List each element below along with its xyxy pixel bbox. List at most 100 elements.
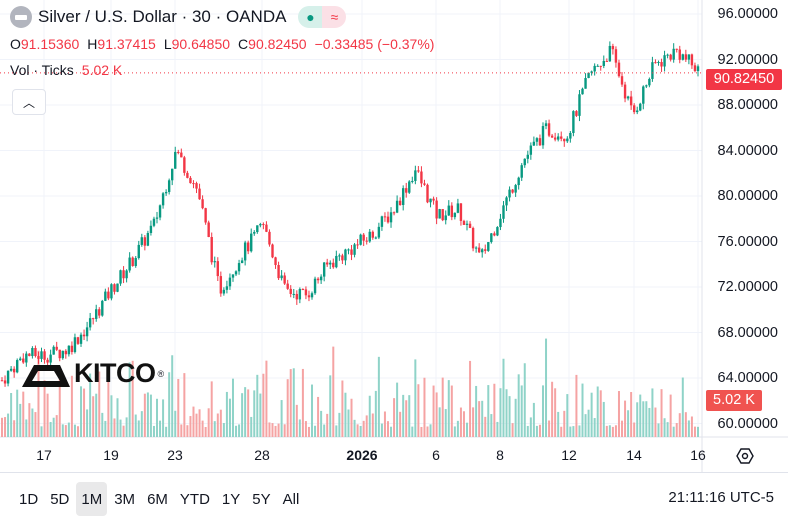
candle-body <box>493 233 496 236</box>
volume-bar <box>593 418 596 437</box>
candle-body <box>620 76 624 85</box>
volume-bar <box>113 418 116 437</box>
volume-bar <box>414 359 417 437</box>
volume-legend: Vol · Ticks 5.02 K <box>10 62 122 78</box>
candle-body <box>210 236 213 263</box>
volume-value: 5.02 K <box>81 62 123 78</box>
range-1y-button[interactable]: 1Y <box>217 482 245 516</box>
volume-bar <box>286 379 289 437</box>
candle-body <box>186 172 189 178</box>
candle-body <box>280 275 283 279</box>
status-pill[interactable]: ● ≈ <box>298 6 347 28</box>
candle-body <box>639 103 642 111</box>
candle-body <box>666 54 669 56</box>
volume-bar <box>678 413 681 437</box>
candle-body <box>152 218 156 226</box>
range-1d-button[interactable]: 1D <box>14 482 43 516</box>
price-chart[interactable] <box>0 0 788 472</box>
candle-body <box>593 65 596 72</box>
volume-bar <box>517 374 520 437</box>
volume-bar <box>408 395 411 437</box>
candle-body <box>648 78 651 86</box>
range-1m-button[interactable]: 1M <box>76 482 108 516</box>
candle-body <box>468 223 472 228</box>
range-ytd-button[interactable]: YTD <box>175 482 215 516</box>
candle-body <box>581 88 584 95</box>
last-volume-tag: 5.02 K <box>706 390 762 411</box>
time-axis-label: 2026 <box>346 447 378 463</box>
volume-bar <box>256 374 259 437</box>
volume-bar <box>538 424 541 437</box>
candle-body <box>614 49 618 63</box>
candle-body <box>626 96 630 99</box>
volume-bar <box>532 402 535 437</box>
volume-bar <box>277 423 280 437</box>
collapse-legend-button[interactable]: ︿ <box>12 89 46 115</box>
candle-body <box>365 240 368 242</box>
volume-bar <box>481 400 484 437</box>
volume-bar <box>560 426 563 437</box>
volume-bar <box>399 411 402 437</box>
volume-bar <box>386 421 389 437</box>
symbol-legend[interactable]: Silver / U.S. Dollar · 30 · OANDA ● ≈ <box>10 6 347 28</box>
candle-body <box>490 233 493 243</box>
candle-body <box>356 244 359 246</box>
volume-bar <box>213 421 216 437</box>
candle-body <box>79 334 83 344</box>
volume-bar <box>122 425 125 437</box>
range-5d-button[interactable]: 5D <box>45 482 74 516</box>
candle-body <box>353 244 356 255</box>
candle-body <box>28 353 31 357</box>
candle-body <box>423 183 426 185</box>
volume-bar <box>259 393 262 437</box>
range-5y-button[interactable]: 5Y <box>247 482 275 516</box>
candle-body <box>155 217 159 219</box>
candle-body <box>541 126 545 146</box>
volume-bar <box>666 422 669 437</box>
candle-body <box>259 224 262 226</box>
candle-body <box>195 183 198 189</box>
volume-bar <box>332 346 335 437</box>
volume-bar <box>642 401 645 437</box>
candle-body <box>204 208 207 223</box>
volume-bar <box>338 412 341 437</box>
range-all-button[interactable]: All <box>278 482 305 516</box>
volume-bar <box>356 424 359 437</box>
time-axis-label: 6 <box>432 447 440 463</box>
candle-body <box>526 154 529 159</box>
candle-body <box>61 350 64 359</box>
settings-icon[interactable] <box>735 446 755 466</box>
candle-body <box>651 62 654 79</box>
candle-body <box>487 242 490 251</box>
candle-body <box>660 62 663 67</box>
candle-body <box>158 205 162 218</box>
candle-body <box>547 123 551 136</box>
candle-body <box>307 295 311 298</box>
bottom-toolbar: 1D 5D 1M 3M 6M YTD 1Y 5Y All 21:11:16 UTC-5 <box>0 472 788 520</box>
candle-body <box>645 85 648 87</box>
candle-body <box>347 249 350 251</box>
high-value: 91.37415 <box>97 36 156 52</box>
candle-body <box>292 293 295 295</box>
time-axis-label: 19 <box>103 447 119 463</box>
candle-body <box>49 354 52 363</box>
time-axis-label: 14 <box>626 447 642 463</box>
candle-body <box>447 205 450 216</box>
volume-bar <box>341 380 344 437</box>
candle-body <box>550 135 554 138</box>
volume-bar <box>125 417 128 437</box>
range-6m-button[interactable]: 6M <box>142 482 173 516</box>
candle-body <box>164 192 168 194</box>
volume-bar <box>295 404 298 437</box>
time-axis-label: 12 <box>561 447 577 463</box>
volume-bar <box>469 360 472 437</box>
volume-bar <box>222 423 225 437</box>
candle-body <box>192 183 195 185</box>
candle-body <box>377 226 381 238</box>
volume-bar <box>541 385 544 437</box>
volume-bar <box>110 395 113 437</box>
clock[interactable]: 21:11:16 UTC-5 <box>668 489 774 506</box>
range-3m-button[interactable]: 3M <box>109 482 140 516</box>
volume-bar <box>581 383 584 437</box>
volume-bar <box>143 393 146 437</box>
